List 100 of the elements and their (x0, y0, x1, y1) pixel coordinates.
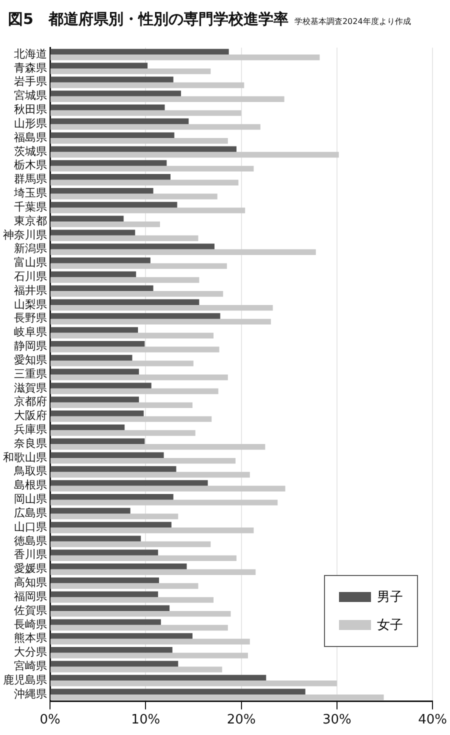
y-tick-label: 岩手県 (14, 75, 47, 88)
y-tick-label: 高知県 (14, 576, 47, 590)
bar (50, 48, 229, 55)
bar (50, 221, 160, 228)
bar (50, 424, 125, 430)
y-tick-label: 滋賀県 (14, 381, 47, 394)
bar (50, 354, 132, 361)
bar (50, 180, 238, 186)
bar (50, 249, 316, 256)
y-tick-label: 和歌山県 (3, 450, 47, 464)
bar (50, 597, 214, 603)
bar (50, 382, 152, 388)
bar (50, 208, 246, 214)
bar (50, 472, 250, 478)
bar (50, 624, 228, 631)
bar (50, 458, 236, 464)
bar (50, 96, 284, 102)
bar (50, 90, 182, 96)
y-tick-label: 新潟県 (14, 242, 47, 256)
bar (50, 694, 384, 700)
bar (50, 82, 244, 88)
y-tick-label: 岡山県 (14, 492, 47, 506)
bar (50, 299, 200, 305)
bar (50, 583, 198, 589)
bar (50, 104, 165, 110)
bar (50, 346, 220, 352)
bar (50, 633, 192, 639)
bar (50, 388, 218, 394)
y-tick-label: 群馬県 (14, 172, 47, 186)
y-tick-label: 福岡県 (14, 590, 47, 603)
bar (50, 494, 174, 500)
bar (50, 555, 236, 562)
bar (50, 368, 139, 374)
y-tick-label: 山梨県 (14, 298, 47, 311)
x-tick-label: 40% (418, 712, 448, 728)
bar (50, 619, 161, 625)
bar (50, 188, 154, 194)
bar (50, 160, 167, 166)
bar (50, 666, 222, 672)
y-tick-label: 秋田県 (14, 103, 47, 116)
bar (50, 638, 250, 645)
bar (50, 577, 160, 584)
bar (50, 396, 139, 402)
x-tick-label: 0% (40, 712, 60, 728)
y-tick-label: 静岡県 (14, 340, 47, 353)
bar (50, 202, 178, 208)
bar (50, 54, 320, 60)
y-tick-label: 茨城県 (14, 144, 47, 158)
bar (50, 550, 158, 556)
y-tick-label: 鳥取県 (13, 464, 47, 478)
bar (50, 647, 172, 653)
bar (50, 569, 256, 575)
bar (50, 174, 171, 180)
y-tick-label: 京都府 (14, 395, 47, 408)
x-tick-label: 30% (322, 712, 352, 728)
bar (50, 416, 212, 422)
bar (50, 522, 172, 528)
bar (50, 508, 130, 514)
bar (50, 124, 260, 130)
y-tick-label: 兵庫県 (14, 423, 47, 436)
y-tick-label: 香川県 (14, 548, 47, 562)
bar (50, 591, 158, 598)
bar (50, 486, 286, 492)
y-tick-label: 東京都 (14, 214, 47, 228)
bar (50, 318, 271, 325)
bar (50, 244, 214, 250)
bar (50, 564, 187, 570)
y-tick-label: 千葉県 (14, 200, 47, 214)
bar (50, 444, 266, 450)
y-tick-label: 宮崎県 (14, 659, 47, 672)
bar (50, 410, 144, 416)
y-tick-label: 島根県 (14, 478, 47, 492)
bar (50, 340, 145, 347)
y-tick-label: 熊本県 (14, 632, 47, 645)
bar (50, 480, 208, 486)
y-tick-label: 神奈川県 (3, 228, 47, 242)
bar (50, 536, 141, 542)
y-tick-label: 大阪府 (14, 409, 47, 422)
legend-label: 女子 (377, 617, 403, 634)
bar (50, 313, 220, 319)
bar (50, 332, 214, 338)
y-tick-label: 福島県 (14, 130, 47, 144)
text: 学校基本調査2024年度より作成 (294, 16, 411, 27)
bar (50, 500, 278, 506)
bar (50, 235, 198, 242)
bar (50, 277, 200, 283)
bar (50, 68, 211, 74)
bar (50, 76, 174, 82)
bar (50, 285, 154, 292)
y-tick-label: 徳島県 (14, 534, 47, 548)
bar (50, 610, 231, 617)
y-tick-label: 広島県 (14, 506, 47, 520)
bar (50, 466, 176, 472)
bar (50, 304, 273, 311)
bar (50, 360, 194, 366)
bar (50, 132, 174, 138)
bar (50, 680, 337, 686)
bar (50, 291, 224, 297)
bar (50, 166, 254, 172)
bar (50, 452, 164, 458)
